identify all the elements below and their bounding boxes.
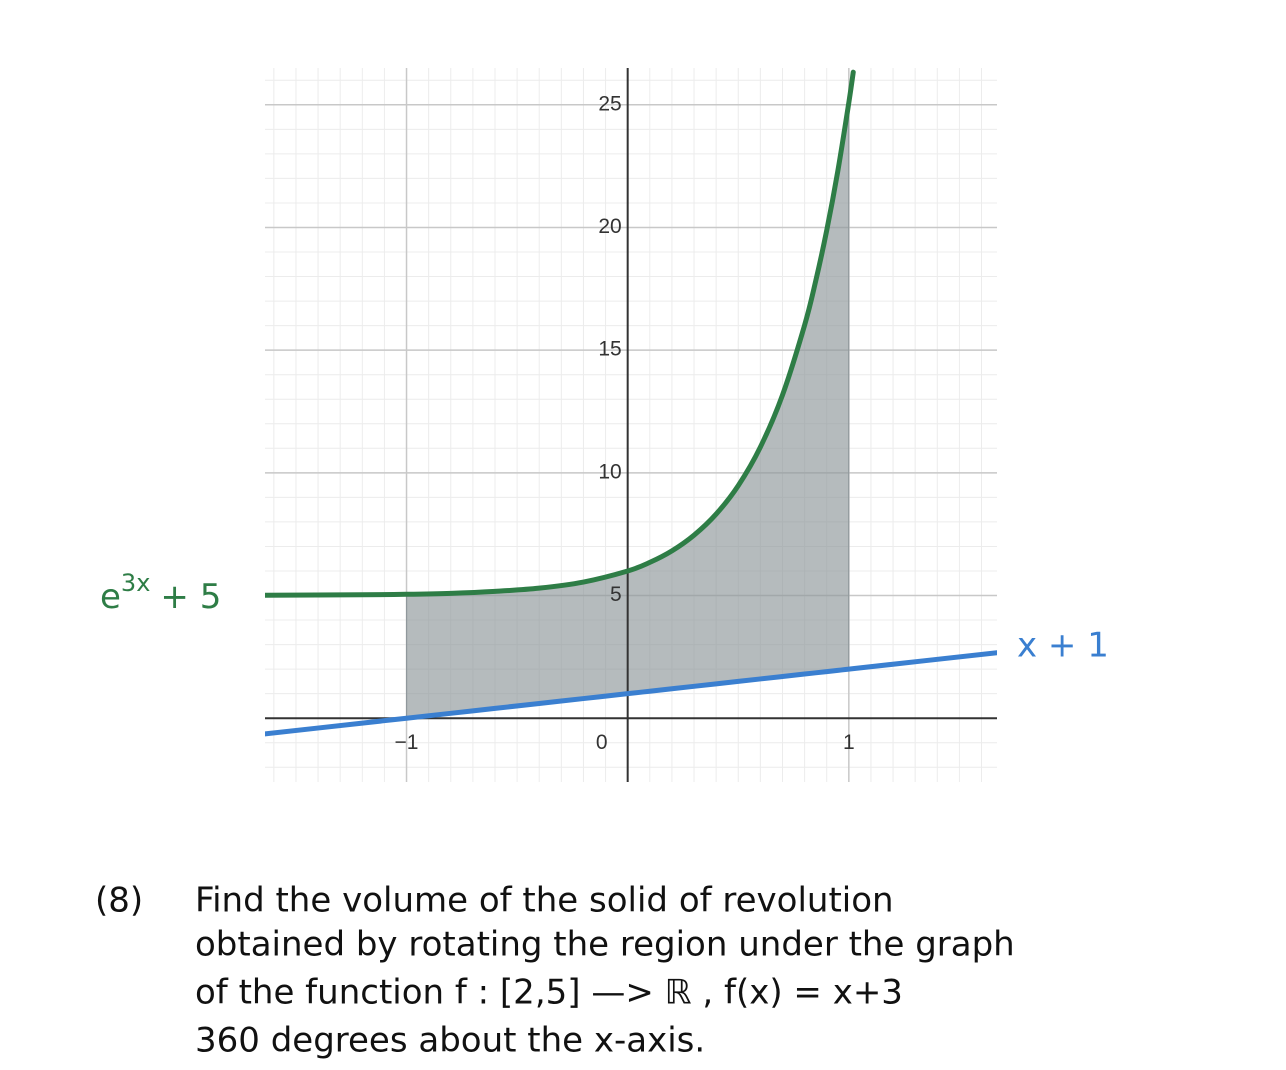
series-label-part: + 5: [160, 577, 221, 617]
plot-area: [265, 68, 997, 782]
series-line: [265, 69, 856, 598]
y-tick-label: 5: [610, 583, 622, 606]
x-tick-label: −1: [395, 731, 419, 754]
question-line: 360 degrees about the x-axis.: [195, 1021, 705, 1061]
question-number: (8): [95, 881, 143, 921]
x-tick-label: 1: [843, 731, 855, 754]
y-tick-label: 10: [598, 460, 621, 483]
question-line: obtained by rotating the region under th…: [195, 925, 1015, 965]
series-label-part: 3x: [121, 569, 150, 597]
question-line: of the function f : [2,5] —> ℝ , f(x) = …: [195, 973, 903, 1013]
y-tick-label: 25: [598, 92, 621, 115]
y-tick-label: 20: [598, 215, 621, 238]
series-label: e3x + 5: [100, 569, 221, 617]
series-label: x + 1: [1017, 626, 1109, 666]
series-label-part: e: [100, 577, 121, 617]
series-line: [265, 650, 997, 737]
y-tick-label: 15: [598, 338, 621, 361]
x-tick-label: 0: [596, 731, 608, 754]
question-line: Find the volume of the solid of revoluti…: [195, 881, 894, 921]
